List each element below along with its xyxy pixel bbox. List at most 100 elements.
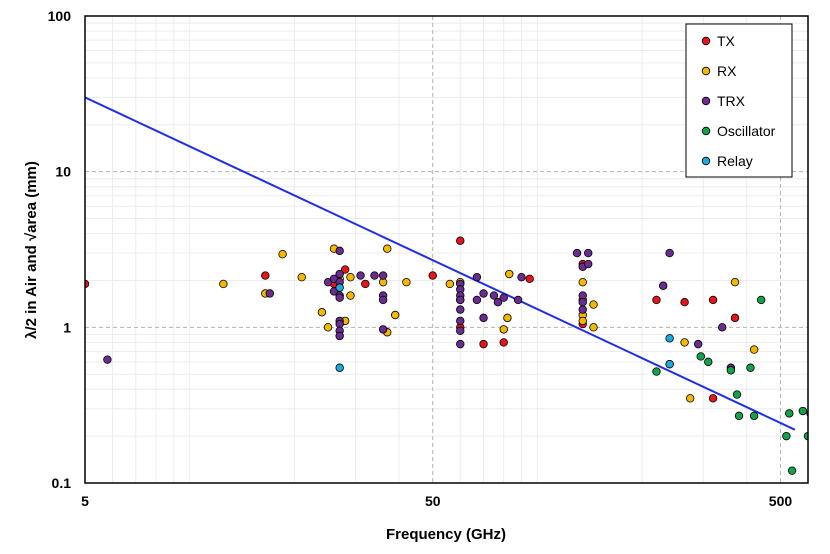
plot-frame xyxy=(84,15,809,484)
point-trx xyxy=(479,313,488,323)
point-rx xyxy=(346,291,355,300)
point-trx xyxy=(456,305,465,314)
point-oscillator xyxy=(696,352,705,361)
point-trx xyxy=(335,246,344,256)
point-trx xyxy=(479,289,488,298)
point-tx xyxy=(361,279,370,289)
y-axis-title: λ/2 in Air and √area (mm) xyxy=(23,161,40,339)
legend: TX RX TRX Oscillator Relay xyxy=(685,23,793,178)
point-trx xyxy=(456,339,465,349)
point-trx xyxy=(665,248,674,258)
point-oscillator xyxy=(787,466,797,475)
y-tick-label: 0.1 xyxy=(52,475,72,491)
point-tx xyxy=(261,271,270,280)
point-trx xyxy=(335,331,344,341)
point-trx xyxy=(456,295,465,305)
point-relay xyxy=(335,283,344,292)
point-trx xyxy=(472,295,482,305)
y-tick-label: 100 xyxy=(48,8,72,24)
point-rx xyxy=(317,308,327,317)
point-relay xyxy=(335,363,344,372)
point-trx xyxy=(513,295,523,305)
point-oscillator xyxy=(782,431,791,441)
legend-marker-tx xyxy=(701,36,711,46)
point-oscillator xyxy=(803,431,808,441)
y-tick-label: 10 xyxy=(55,164,71,180)
point-tx xyxy=(708,394,718,403)
point-trx xyxy=(370,271,379,280)
point-trx xyxy=(499,293,508,302)
legend-label-tx: TX xyxy=(717,33,736,49)
point-oscillator xyxy=(756,295,766,305)
point-tx xyxy=(680,298,689,307)
point-trx xyxy=(472,272,482,282)
point-rx xyxy=(219,279,228,289)
point-trx xyxy=(378,295,388,305)
point-rx xyxy=(445,279,455,289)
point-trx xyxy=(356,271,365,280)
point-tx xyxy=(85,279,90,289)
point-rx xyxy=(589,300,598,309)
y-axis: 0.1 1 10 100 xyxy=(48,8,72,491)
point-oscillator xyxy=(798,406,808,416)
point-trx xyxy=(335,293,344,302)
point-rx xyxy=(749,345,759,354)
y-tick-label: 1 xyxy=(63,319,71,335)
point-rx xyxy=(391,310,400,320)
legend-label-relay: Relay xyxy=(717,153,753,169)
point-trx xyxy=(456,316,465,326)
point-rx xyxy=(499,325,508,334)
point-oscillator xyxy=(749,411,759,421)
legend-label-rx: RX xyxy=(717,63,737,79)
point-rx xyxy=(578,316,587,326)
point-tx xyxy=(499,338,508,347)
data-points xyxy=(85,236,808,475)
point-rx xyxy=(297,272,306,282)
point-rx xyxy=(346,272,355,282)
point-trx xyxy=(718,323,727,332)
point-tx xyxy=(708,295,718,305)
legend-label-oscillator: Oscillator xyxy=(717,123,776,139)
x-axis: 5 50 500 xyxy=(81,493,792,509)
x-axis-title: Frequency (GHz) xyxy=(386,526,506,543)
point-trx xyxy=(493,298,503,307)
point-tx xyxy=(428,271,437,280)
point-trx xyxy=(584,248,593,258)
point-rx xyxy=(685,394,695,403)
point-rx xyxy=(402,277,411,287)
point-oscillator xyxy=(746,363,755,372)
point-rx xyxy=(589,323,598,332)
x-tick-label: 500 xyxy=(769,493,793,509)
point-tx xyxy=(652,295,661,305)
point-oscillator xyxy=(652,367,661,376)
legend-marker-rx xyxy=(701,66,711,76)
point-oscillator xyxy=(726,366,736,375)
legend-marker-trx xyxy=(701,96,711,106)
point-rx xyxy=(383,244,392,253)
x-tick-label: 50 xyxy=(425,493,441,509)
point-trx xyxy=(572,248,582,258)
point-rx xyxy=(323,323,333,332)
point-oscillator xyxy=(785,409,794,418)
point-rx xyxy=(278,249,287,259)
point-trx xyxy=(694,339,703,349)
legend-marker-relay xyxy=(701,156,711,166)
point-tx xyxy=(456,236,465,245)
point-oscillator xyxy=(732,390,742,399)
point-trx xyxy=(329,287,339,296)
point-trx xyxy=(578,305,587,314)
point-trx xyxy=(335,269,344,279)
point-trx xyxy=(103,355,112,364)
point-trx xyxy=(578,298,587,307)
x-tick-label: 5 xyxy=(81,493,89,509)
point-trx xyxy=(658,281,668,290)
legend-label-trx: TRX xyxy=(717,93,746,109)
point-tx xyxy=(340,265,350,274)
point-oscillator xyxy=(704,357,713,367)
point-trx xyxy=(584,259,593,269)
point-trx xyxy=(265,289,275,298)
point-trx xyxy=(489,291,499,300)
point-tx xyxy=(730,313,740,323)
point-tx xyxy=(525,274,534,284)
